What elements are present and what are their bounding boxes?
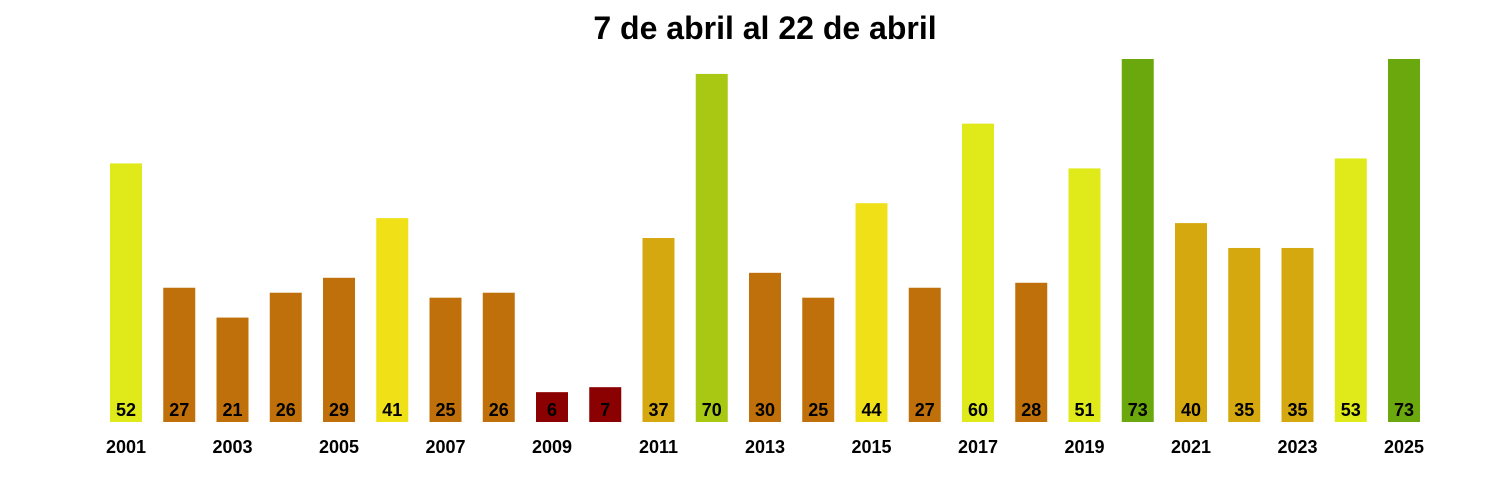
value-label-2018: 28	[1021, 400, 1041, 420]
x-tick-label-2015: 2015	[851, 437, 891, 457]
value-label-2004: 26	[276, 400, 296, 420]
value-label-2019: 51	[1074, 400, 1094, 420]
value-label-2006: 41	[382, 400, 402, 420]
value-label-2017: 60	[968, 400, 988, 420]
x-ticks-layer: 2001 2003 2005 2007 2009 2011 2013 2015 2017 2019…	[106, 437, 1424, 457]
value-label-2003: 21	[222, 400, 242, 420]
bar-2008	[482, 292, 515, 422]
value-label-2011: 37	[648, 400, 668, 420]
x-tick-label-2001: 2001	[106, 437, 146, 457]
bar-2012	[695, 73, 728, 423]
bar-2002	[163, 287, 196, 422]
bar-2023	[1281, 247, 1314, 422]
bar-2022	[1228, 247, 1261, 422]
value-label-2021: 40	[1181, 400, 1201, 420]
value-label-2009: 6	[547, 400, 557, 420]
bar-2021	[1175, 223, 1207, 422]
value-label-2010: 7	[600, 400, 610, 420]
bar-2019	[1068, 168, 1101, 422]
bar-2011	[642, 238, 675, 422]
value-label-2014: 25	[808, 400, 828, 420]
bar-2006	[376, 218, 409, 422]
value-label-2025: 73	[1394, 400, 1414, 420]
bar-2014	[802, 297, 835, 422]
x-tick-label-2025: 2025	[1384, 437, 1424, 457]
x-tick-label-2021: 2021	[1171, 437, 1211, 457]
value-label-2001: 52	[116, 400, 136, 420]
bar-2017	[962, 123, 994, 422]
bar-2016	[908, 287, 941, 422]
chart-title: 7 de abril al 22 de abril	[593, 10, 937, 46]
value-labels-layer: 52 27 21 26 29 41 25 26 6 7 37 70 30 25 44 27 60 28 51 73 40…	[116, 400, 1414, 420]
x-tick-label-2007: 2007	[425, 437, 465, 457]
x-tick-label-2009: 2009	[532, 437, 572, 457]
bar-2025	[1388, 59, 1420, 422]
value-label-2002: 27	[169, 400, 189, 420]
value-label-2007: 25	[435, 400, 455, 420]
bar-2024	[1334, 158, 1367, 422]
bar-2003	[216, 317, 249, 422]
value-label-2022: 35	[1234, 400, 1254, 420]
value-label-2008: 26	[489, 400, 509, 420]
bar-2018	[1015, 282, 1048, 422]
value-label-2013: 30	[755, 400, 775, 420]
bar-2007	[429, 297, 462, 422]
value-label-2005: 29	[329, 400, 349, 420]
bar-2010	[589, 387, 622, 422]
x-tick-label-2017: 2017	[958, 437, 998, 457]
bar-2013	[749, 272, 781, 422]
bar-2001	[110, 163, 142, 423]
bar-2020	[1121, 59, 1154, 422]
value-label-2020: 73	[1128, 400, 1148, 420]
bar-2005	[323, 277, 355, 422]
bar-2015	[855, 203, 888, 422]
x-tick-label-2003: 2003	[212, 437, 252, 457]
value-label-2024: 53	[1341, 400, 1361, 420]
value-label-2015: 44	[861, 400, 881, 420]
bars-layer	[110, 59, 1420, 423]
bar-2004	[269, 292, 302, 422]
bar-2009	[536, 392, 568, 422]
x-tick-label-2013: 2013	[745, 437, 785, 457]
x-tick-label-2011: 2011	[639, 437, 678, 457]
x-tick-label-2019: 2019	[1064, 437, 1104, 457]
value-label-2016: 27	[915, 400, 935, 420]
x-tick-label-2005: 2005	[319, 437, 359, 457]
value-label-2023: 35	[1287, 400, 1307, 420]
value-label-2012: 70	[702, 400, 722, 420]
x-tick-label-2023: 2023	[1277, 437, 1317, 457]
